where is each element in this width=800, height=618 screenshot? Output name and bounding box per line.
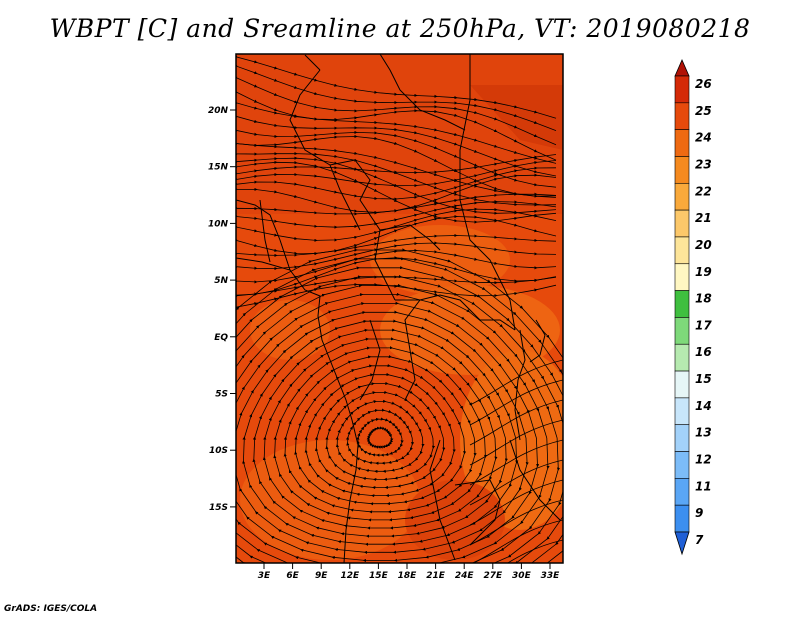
colorbar-swatch — [674, 182, 690, 211]
colorbar-swatch — [674, 397, 690, 426]
colorbar-label: 26 — [695, 77, 712, 91]
latitude-axis: 20N 15N 10N 5N EQ 5S 10S 15S — [208, 106, 236, 513]
colorbar-label: 20 — [695, 238, 712, 252]
colorbar-swatch — [674, 236, 690, 265]
lon-label: 30E — [512, 571, 532, 581]
lat-label: 5S — [215, 390, 228, 400]
colorbar-label: 9 — [695, 506, 703, 520]
colorbar-label: 24 — [695, 131, 712, 145]
colorbar-swatch — [674, 102, 690, 130]
lon-label: 9E — [315, 571, 328, 581]
lat-label: 5N — [214, 276, 228, 286]
colorbar-label: 11 — [695, 479, 712, 493]
streamlines — [236, 55, 563, 563]
lat-label: 10S — [209, 446, 228, 456]
colorbar-swatch — [674, 263, 690, 291]
colorbar-label: 23 — [695, 157, 712, 171]
colorbar-swatch — [674, 343, 690, 372]
colorbar-label: 22 — [695, 184, 712, 198]
lon-label: 27E — [483, 571, 503, 581]
colorbar-swatch — [674, 504, 690, 533]
lon-label: 15E — [369, 571, 389, 581]
colorbar-label: 16 — [695, 345, 712, 359]
colorbar-label: 19 — [695, 265, 712, 279]
lon-label: 18E — [398, 571, 418, 581]
colorbar-label: 12 — [695, 453, 712, 467]
colorbar-swatch — [674, 317, 690, 345]
colorbar-swatch — [674, 75, 690, 104]
colorbar-swatch — [674, 451, 690, 479]
map-title: WBPT [C] and Sreamline at 250hPa, VT: 20… — [49, 14, 751, 43]
colorbar-label: 18 — [695, 292, 712, 306]
grads-credit: GrADS: IGES/COLA — [4, 604, 98, 614]
colorbar-label: 25 — [695, 104, 712, 118]
lon-label: 21E — [426, 571, 446, 581]
colorbar-label: 15 — [695, 372, 712, 386]
colorbar: 26 25 24 23 22 21 20 19 18 17 16 15 14 13 12 11 9 7 — [674, 59, 712, 556]
colorbar-label: 13 — [695, 426, 712, 440]
temperature-field — [236, 54, 563, 563]
colorbar-label: 17 — [695, 318, 712, 332]
lat-label: 10N — [208, 219, 229, 229]
lon-label: 6E — [286, 571, 299, 581]
lon-label: 24E — [455, 571, 475, 581]
colorbar-swatch — [674, 129, 690, 157]
lon-label: 3E — [258, 571, 271, 581]
lat-label: 20N — [208, 106, 229, 116]
colorbar-swatch — [674, 478, 690, 506]
colorbar-min-arrow — [674, 531, 690, 556]
map-frame — [235, 53, 564, 564]
colorbar-swatch — [674, 209, 690, 238]
colorbar-swatch — [674, 290, 690, 318]
colorbar-swatch — [674, 370, 690, 399]
colorbar-max-arrow — [674, 59, 690, 77]
lon-label: 33E — [541, 571, 561, 581]
lat-label: 15S — [209, 503, 228, 513]
country-borders — [236, 54, 561, 563]
lat-label: EQ — [214, 333, 228, 343]
longitude-axis: 3E 6E 9E 12E 15E 18E 21E 24E 27E 30E 33E — [258, 563, 560, 581]
colorbar-label: 14 — [695, 399, 712, 413]
lon-label: 12E — [340, 571, 360, 581]
colorbar-label: 21 — [695, 211, 712, 225]
colorbar-swatch — [674, 424, 690, 452]
lat-label: 15N — [208, 163, 229, 173]
colorbar-swatch — [674, 156, 690, 184]
colorbar-label: 7 — [695, 533, 704, 547]
